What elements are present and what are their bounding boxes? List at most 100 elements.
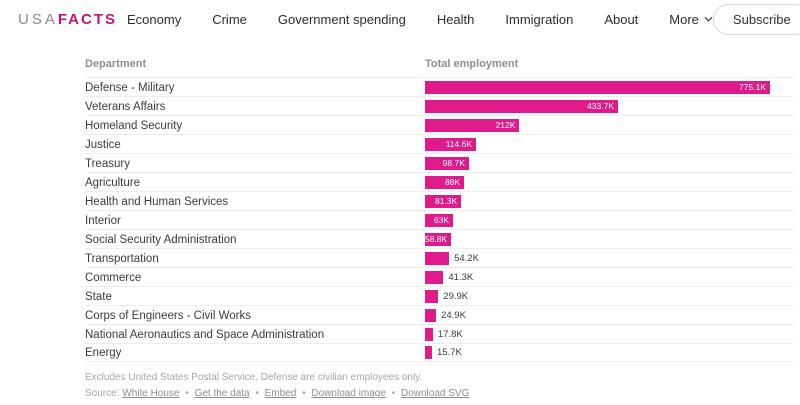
employment-bar[interactable]: 98.7K [425,156,469,170]
table-row: State 29.9K [85,286,794,305]
logo-text-facts: FACTS [57,10,118,28]
bar-value-label: 63K [433,215,449,225]
logo-text-usa: USA [18,10,58,28]
bar-cell: 98.7K [425,154,794,172]
department-label: Transportation [85,252,159,265]
nav-item-about[interactable]: About [604,11,639,27]
table-row: Interior 63K [85,210,794,229]
bar-cell: 81.3K [425,192,794,210]
employment-bar[interactable]: 81.3K [425,194,462,208]
more-label: More [669,11,699,27]
department-label: Justice [85,138,121,151]
bar-cell: 775.1K [425,78,794,96]
link-separator: • [388,388,396,399]
bar-value-label: 29.9K [443,290,469,302]
source-link-download-svg[interactable]: Download SVG [400,388,470,399]
source-line: Source: White House • Get the data • Emb… [85,388,800,399]
bar-value-label: 15.7K [437,347,462,358]
employment-bar[interactable]: 88K [425,175,465,189]
employment-bar[interactable] [425,327,433,341]
department-label: Veterans Affairs [85,100,166,113]
subscribe-button[interactable]: Subscribe [712,3,800,35]
department-label: Defense - Military [85,81,175,94]
department-label: Social Security Administration [85,233,237,246]
table-row: Agriculture 88K [85,172,794,191]
bar-cell: 41.3K [425,268,794,286]
nav-item-more[interactable]: More [669,12,713,27]
department-label: Agriculture [85,176,140,189]
bar-cell: 24.9K [425,306,794,324]
employment-bar[interactable]: 212K [425,118,520,132]
table-row: Treasury 98.7K [85,153,794,172]
nav-item-crime[interactable]: Crime [212,11,247,27]
bar-value-label: 41.3K [448,271,474,283]
table-row: Transportation 54.2K [85,248,794,267]
table-row: Energy 15.7K [85,343,794,362]
source-link-get-the-data[interactable]: Get the data [194,388,250,399]
employment-bar[interactable]: 775.1K [425,80,770,94]
employment-bar[interactable] [425,270,444,284]
bar-value-label: 81.3K [434,196,458,206]
bar-value-label: 17.8K [437,328,463,340]
department-label: Commerce [85,271,142,284]
table-row: National Aeronautics and Space Administr… [85,324,794,343]
bar-cell: 17.8K [425,325,794,343]
bar-cell: 58.8K [425,230,794,248]
source-link-download-image[interactable]: Download image [311,388,386,399]
bar-value-label: 775.1K [739,82,766,92]
chart-footnotes: Excludes United States Postal Service. D… [85,372,800,399]
bar-value-label: 433.7K [587,101,614,111]
department-label: Energy [85,347,122,359]
bar-cell: 29.9K [425,287,794,305]
bar-value-label: 58.8K [424,234,448,244]
table-row: Health and Human Services 81.3K [85,191,794,210]
bar-value-label: 98.7K [442,158,465,168]
employment-bar[interactable]: 63K [425,213,453,227]
bar-value-label: 212K [495,120,516,130]
department-label: Corps of Engineers - Civil Works [85,309,251,322]
employment-bar[interactable]: 433.7K [425,99,618,113]
bar-cell: 433.7K [425,97,794,115]
department-label: Homeland Security [85,119,183,132]
employment-bar[interactable] [425,308,437,322]
nav-item-immigration[interactable]: Immigration [505,11,574,27]
bar-value-label: 54.2K [454,252,479,264]
top-navigation-bar: USA FACTS Economy Crime Government spendin… [0,0,800,38]
department-label: State [85,290,112,303]
footnote-text: Excludes United States Postal Service. D… [85,372,423,383]
bar-cell: 54.2K [425,249,794,267]
link-separator: • [299,388,306,399]
employment-bar-chart: Department Total employment Defense - Mi… [85,58,794,362]
chevron-down-icon [704,16,713,22]
source-link-embed[interactable]: Embed [264,388,297,399]
source-link-white-house[interactable]: White House [122,388,180,399]
bar-cell: 88K [425,173,794,191]
employment-bar[interactable]: 114.6K [425,137,476,151]
bar-cell: 15.7K [425,344,794,361]
bar-value-label: 24.9K [441,309,466,321]
bar-cell: 212K [425,116,794,134]
nav-item-government-spending[interactable]: Government spending [277,11,406,27]
department-label: National Aeronautics and Space Administr… [85,328,325,341]
bar-value-label: 114.6K [445,139,472,149]
total-employment-column-header: Total employment [425,58,519,70]
employment-bar[interactable] [425,251,450,265]
table-row: Commerce 41.3K [85,267,794,286]
employment-bar[interactable] [425,346,432,359]
employment-bar[interactable]: 58.8K [424,232,452,246]
nav-item-health[interactable]: Health [436,11,475,27]
table-row: Corps of Engineers - Civil Works 24.9K [85,305,794,324]
bar-cell: 114.6K [425,135,794,153]
usafacts-logo[interactable]: USA FACTS [18,11,117,28]
table-row: Veterans Affairs 433.7K [85,96,794,115]
employment-bar[interactable] [425,289,439,303]
table-row: Justice 114.6K [85,134,794,153]
main-nav: Economy Crime Government spending Health Imm… [127,12,713,27]
link-separator: • [182,388,189,399]
chart-rows: Defense - Military 775.1K Veterans Affairs… [85,77,794,362]
department-label: Treasury [85,157,130,170]
department-label: Interior [85,214,121,227]
department-column-header: Department [85,58,147,70]
nav-item-economy[interactable]: Economy [127,11,182,27]
department-label: Health and Human Services [85,195,229,208]
